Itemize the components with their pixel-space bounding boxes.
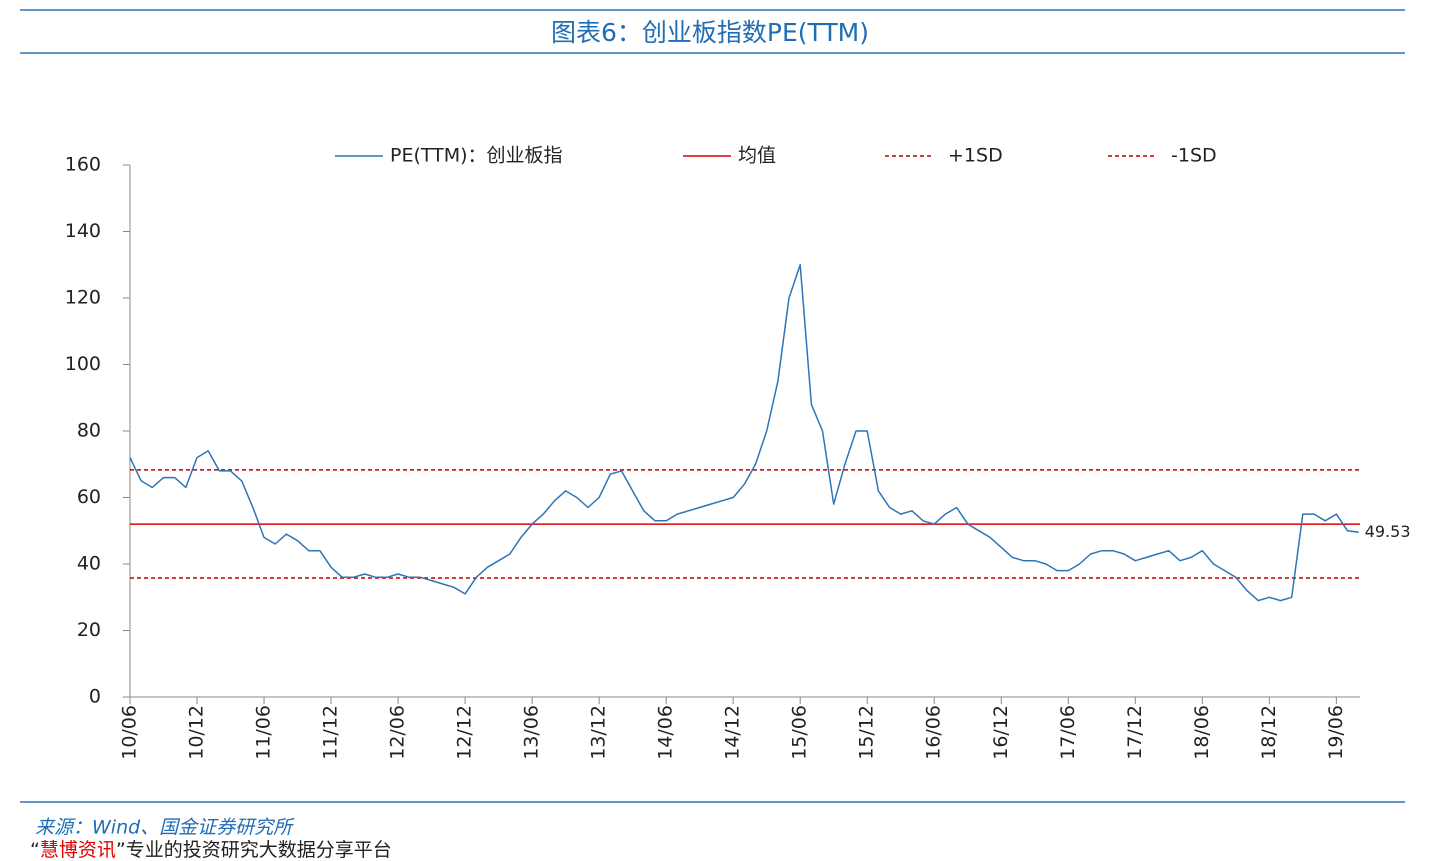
x-tick-label: 12/06 xyxy=(387,705,409,760)
footer-part: ”专业的投资研究大数据分享平台 xyxy=(116,839,392,861)
x-tick-label: 19/06 xyxy=(1325,705,1347,760)
x-tick-label: 16/12 xyxy=(990,705,1012,760)
legend-label: PE(TTM)：创业板指 xyxy=(390,145,563,167)
x-tick-label: 13/12 xyxy=(588,705,610,760)
y-tick-label: 20 xyxy=(77,619,101,641)
x-tick-label: 10/12 xyxy=(186,705,208,760)
y-tick-label: 60 xyxy=(77,486,101,508)
legend-label: +1SD xyxy=(948,145,1003,167)
footer-part: “ xyxy=(30,839,40,861)
y-tick-label: 120 xyxy=(65,287,101,309)
y-tick-label: 160 xyxy=(65,154,101,176)
y-tick-label: 140 xyxy=(65,220,101,242)
legend-label: 均值 xyxy=(738,145,776,167)
footer: “慧博资讯”专业的投资研究大数据分享平台 xyxy=(30,839,392,861)
source-note: 来源：Wind、国金证券研究所 xyxy=(35,817,295,839)
x-tick-label: 13/06 xyxy=(521,705,543,760)
x-tick-label: 14/12 xyxy=(722,705,744,760)
x-tick-label: 15/12 xyxy=(856,705,878,760)
x-tick-label: 12/12 xyxy=(454,705,476,760)
series-line xyxy=(129,264,1359,602)
chart-title: 图表6：创业板指数PE(TTM) xyxy=(551,18,869,47)
y-tick-label: 40 xyxy=(77,553,101,575)
x-tick-label: 17/12 xyxy=(1124,705,1146,760)
x-tick-label: 16/06 xyxy=(923,705,945,760)
data-label: 49.53 xyxy=(1365,522,1411,541)
y-tick-label: 100 xyxy=(65,353,101,375)
x-tick-label: 17/06 xyxy=(1057,705,1079,760)
legend-label: -1SD xyxy=(1171,145,1217,167)
y-tick-label: 80 xyxy=(77,420,101,442)
x-tick-label: 18/12 xyxy=(1258,705,1280,760)
x-tick-label: 18/06 xyxy=(1191,705,1213,760)
x-tick-label: 14/06 xyxy=(655,705,677,760)
x-tick-label: 10/06 xyxy=(119,705,141,760)
x-tick-label: 15/06 xyxy=(789,705,811,760)
x-tick-label: 11/06 xyxy=(253,705,275,760)
x-tick-label: 11/12 xyxy=(320,705,342,760)
footer-brand: 慧博资讯 xyxy=(40,839,116,861)
y-tick-label: 0 xyxy=(89,686,101,708)
